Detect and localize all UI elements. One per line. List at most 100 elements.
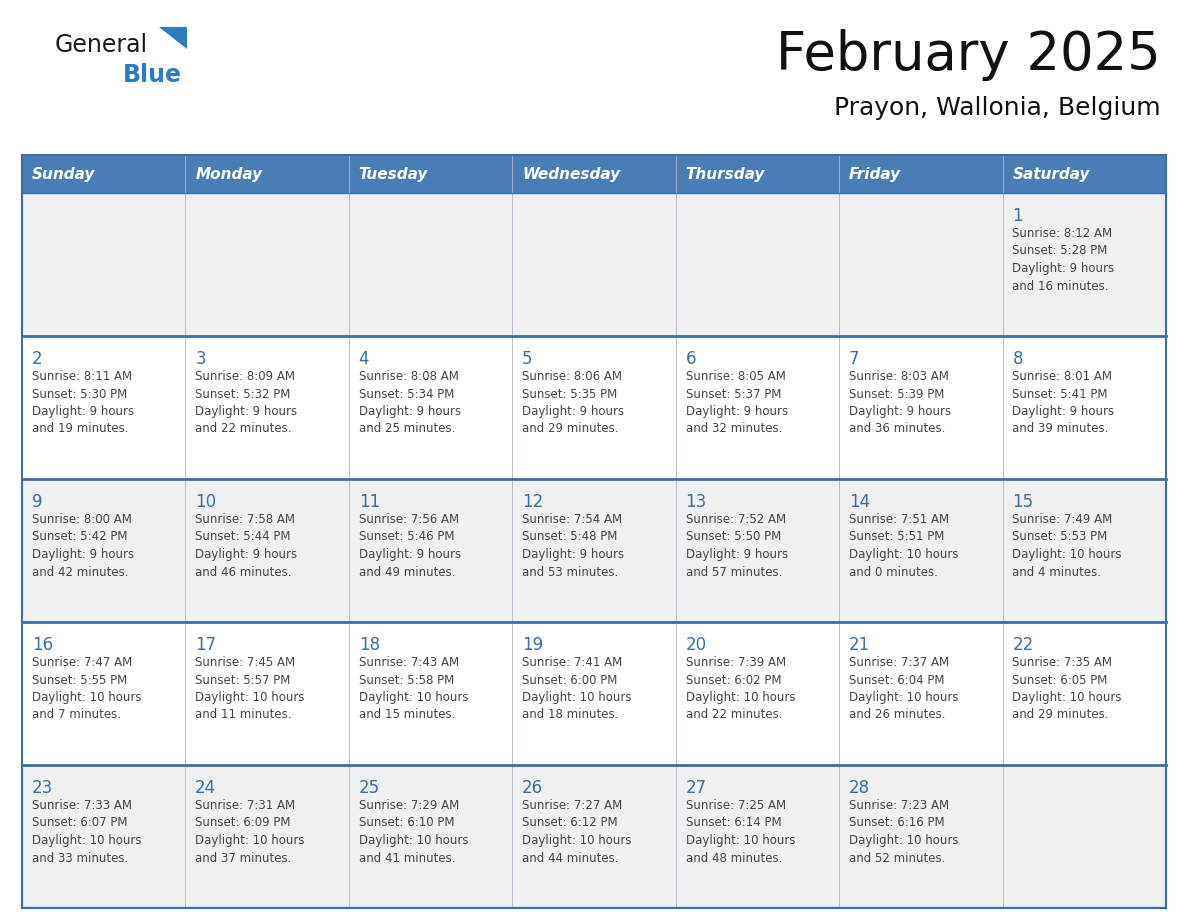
Text: Daylight: 9 hours: Daylight: 9 hours xyxy=(522,548,624,561)
Bar xyxy=(349,193,512,336)
Bar xyxy=(185,479,349,622)
Text: and 32 minutes.: and 32 minutes. xyxy=(685,422,782,435)
Text: and 7 minutes.: and 7 minutes. xyxy=(32,709,121,722)
Bar xyxy=(1003,765,1165,908)
Text: 3: 3 xyxy=(195,350,206,368)
Text: Sunrise: 7:29 AM: Sunrise: 7:29 AM xyxy=(359,799,459,812)
Bar xyxy=(839,336,1003,479)
Text: Daylight: 10 hours: Daylight: 10 hours xyxy=(32,834,141,847)
Text: and 53 minutes.: and 53 minutes. xyxy=(522,565,618,578)
Text: and 29 minutes.: and 29 minutes. xyxy=(1012,709,1108,722)
Text: 7: 7 xyxy=(849,350,859,368)
Text: Daylight: 10 hours: Daylight: 10 hours xyxy=(685,691,795,704)
Polygon shape xyxy=(159,27,187,49)
Text: Sunset: 5:34 PM: Sunset: 5:34 PM xyxy=(359,387,454,400)
Text: and 57 minutes.: and 57 minutes. xyxy=(685,565,782,578)
Text: Sunset: 6:09 PM: Sunset: 6:09 PM xyxy=(195,816,291,830)
Text: Daylight: 9 hours: Daylight: 9 hours xyxy=(685,405,788,418)
Text: Daylight: 10 hours: Daylight: 10 hours xyxy=(32,691,141,704)
Bar xyxy=(23,155,185,193)
Bar xyxy=(349,155,512,193)
Text: Sunset: 6:10 PM: Sunset: 6:10 PM xyxy=(359,816,454,830)
Text: and 39 minutes.: and 39 minutes. xyxy=(1012,422,1108,435)
Text: Sunrise: 8:08 AM: Sunrise: 8:08 AM xyxy=(359,370,459,383)
Text: and 22 minutes.: and 22 minutes. xyxy=(195,422,292,435)
Text: 2: 2 xyxy=(32,350,43,368)
Text: and 16 minutes.: and 16 minutes. xyxy=(1012,279,1108,293)
Text: Sunrise: 7:33 AM: Sunrise: 7:33 AM xyxy=(32,799,132,812)
Text: Daylight: 10 hours: Daylight: 10 hours xyxy=(195,691,305,704)
Text: Daylight: 9 hours: Daylight: 9 hours xyxy=(849,405,952,418)
Text: Daylight: 9 hours: Daylight: 9 hours xyxy=(359,405,461,418)
Text: Sunrise: 8:03 AM: Sunrise: 8:03 AM xyxy=(849,370,949,383)
Text: Sunrise: 7:23 AM: Sunrise: 7:23 AM xyxy=(849,799,949,812)
Text: Sunrise: 7:39 AM: Sunrise: 7:39 AM xyxy=(685,656,785,669)
Text: Sunset: 5:48 PM: Sunset: 5:48 PM xyxy=(522,531,618,543)
Text: Daylight: 9 hours: Daylight: 9 hours xyxy=(195,405,297,418)
Text: Daylight: 10 hours: Daylight: 10 hours xyxy=(359,834,468,847)
Text: Sunrise: 8:06 AM: Sunrise: 8:06 AM xyxy=(522,370,623,383)
Text: General: General xyxy=(55,33,148,57)
Bar xyxy=(676,193,839,336)
Bar xyxy=(676,479,839,622)
Text: 28: 28 xyxy=(849,779,870,797)
Text: Sunset: 5:55 PM: Sunset: 5:55 PM xyxy=(32,674,127,687)
Text: Daylight: 9 hours: Daylight: 9 hours xyxy=(1012,262,1114,275)
Text: and 25 minutes.: and 25 minutes. xyxy=(359,422,455,435)
Bar xyxy=(1003,193,1165,336)
Text: Daylight: 10 hours: Daylight: 10 hours xyxy=(522,691,632,704)
Bar xyxy=(839,479,1003,622)
Bar xyxy=(512,622,676,765)
Text: Sunrise: 7:58 AM: Sunrise: 7:58 AM xyxy=(195,513,296,526)
Text: Sunrise: 8:01 AM: Sunrise: 8:01 AM xyxy=(1012,370,1112,383)
Bar xyxy=(185,193,349,336)
Text: Prayon, Wallonia, Belgium: Prayon, Wallonia, Belgium xyxy=(834,96,1161,120)
Bar xyxy=(512,336,676,479)
Text: Sunrise: 7:45 AM: Sunrise: 7:45 AM xyxy=(195,656,296,669)
Text: 21: 21 xyxy=(849,636,870,654)
Text: Sunset: 5:39 PM: Sunset: 5:39 PM xyxy=(849,387,944,400)
Text: Sunset: 5:53 PM: Sunset: 5:53 PM xyxy=(1012,531,1107,543)
Text: 6: 6 xyxy=(685,350,696,368)
Text: Daylight: 10 hours: Daylight: 10 hours xyxy=(849,548,959,561)
Text: Sunset: 5:46 PM: Sunset: 5:46 PM xyxy=(359,531,454,543)
Text: Daylight: 9 hours: Daylight: 9 hours xyxy=(32,548,134,561)
Text: and 15 minutes.: and 15 minutes. xyxy=(359,709,455,722)
Text: Sunset: 6:05 PM: Sunset: 6:05 PM xyxy=(1012,674,1107,687)
Bar xyxy=(1003,479,1165,622)
Bar xyxy=(185,336,349,479)
Text: Sunrise: 7:25 AM: Sunrise: 7:25 AM xyxy=(685,799,785,812)
Text: Daylight: 9 hours: Daylight: 9 hours xyxy=(685,548,788,561)
Text: 8: 8 xyxy=(1012,350,1023,368)
Bar xyxy=(23,622,185,765)
Text: and 11 minutes.: and 11 minutes. xyxy=(195,709,292,722)
Text: Daylight: 9 hours: Daylight: 9 hours xyxy=(1012,405,1114,418)
Text: Sunset: 6:07 PM: Sunset: 6:07 PM xyxy=(32,816,127,830)
Text: Sunrise: 7:35 AM: Sunrise: 7:35 AM xyxy=(1012,656,1112,669)
Bar xyxy=(1003,155,1165,193)
Text: and 52 minutes.: and 52 minutes. xyxy=(849,852,946,865)
Text: Sunset: 6:14 PM: Sunset: 6:14 PM xyxy=(685,816,782,830)
Text: and 37 minutes.: and 37 minutes. xyxy=(195,852,291,865)
Text: Daylight: 9 hours: Daylight: 9 hours xyxy=(359,548,461,561)
Bar xyxy=(676,155,839,193)
Text: Sunset: 6:12 PM: Sunset: 6:12 PM xyxy=(522,816,618,830)
Bar xyxy=(676,336,839,479)
Text: Sunset: 5:58 PM: Sunset: 5:58 PM xyxy=(359,674,454,687)
Text: Sunrise: 8:12 AM: Sunrise: 8:12 AM xyxy=(1012,227,1112,240)
Bar xyxy=(349,336,512,479)
Bar xyxy=(839,622,1003,765)
Text: 4: 4 xyxy=(359,350,369,368)
Text: Sunset: 6:16 PM: Sunset: 6:16 PM xyxy=(849,816,944,830)
Text: Blue: Blue xyxy=(124,63,182,87)
Text: Sunrise: 7:56 AM: Sunrise: 7:56 AM xyxy=(359,513,459,526)
Text: 26: 26 xyxy=(522,779,543,797)
Text: and 42 minutes.: and 42 minutes. xyxy=(32,565,128,578)
Text: Sunrise: 7:54 AM: Sunrise: 7:54 AM xyxy=(522,513,623,526)
Text: and 33 minutes.: and 33 minutes. xyxy=(32,852,128,865)
Text: Sunset: 5:50 PM: Sunset: 5:50 PM xyxy=(685,531,781,543)
Text: and 29 minutes.: and 29 minutes. xyxy=(522,422,619,435)
Text: Daylight: 10 hours: Daylight: 10 hours xyxy=(1012,691,1121,704)
Text: Daylight: 10 hours: Daylight: 10 hours xyxy=(685,834,795,847)
Bar xyxy=(185,765,349,908)
